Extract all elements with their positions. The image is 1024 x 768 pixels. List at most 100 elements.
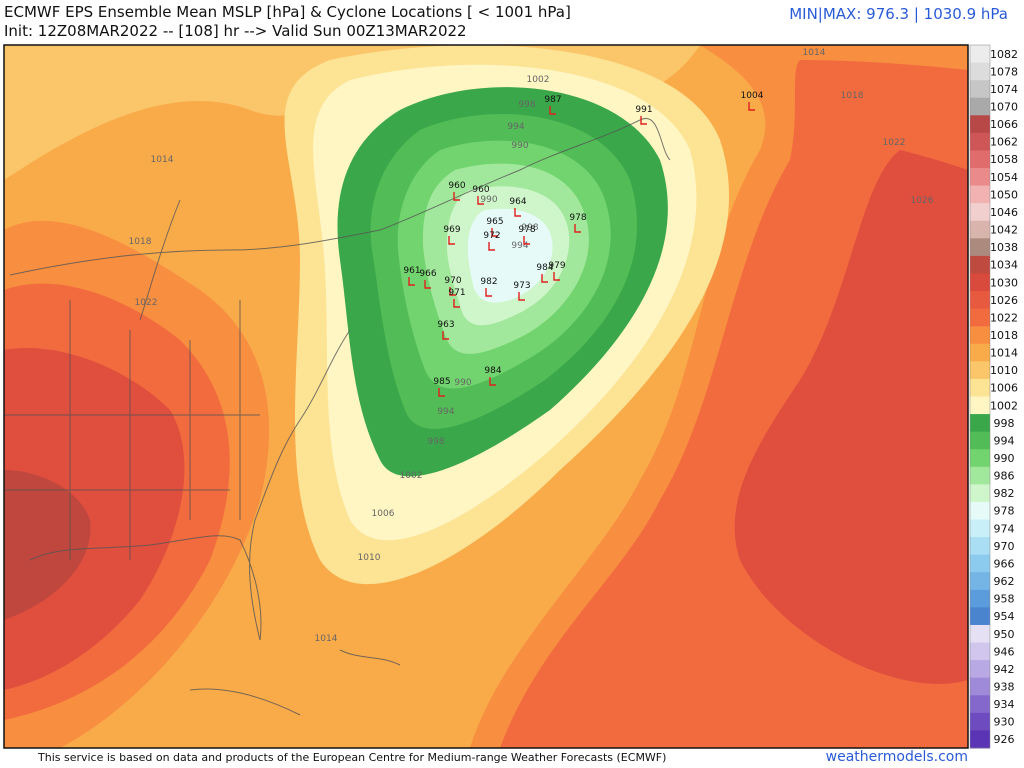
colorbar-label: 966 xyxy=(994,557,1015,570)
contour-label: 1014 xyxy=(151,155,174,165)
colorbar-label: 1066 xyxy=(990,118,1018,131)
colorbar-label: 946 xyxy=(994,645,1015,658)
colorbar-swatch xyxy=(970,730,990,749)
colorbar-frame xyxy=(969,44,991,749)
cyclone-marker xyxy=(485,288,492,297)
colorbar-label: 1006 xyxy=(990,382,1018,395)
colorbar-label: 930 xyxy=(994,716,1015,729)
cyclone-pressure: 978 xyxy=(518,225,535,235)
colorbar-swatch xyxy=(970,449,990,468)
contour-label: 998 xyxy=(518,100,535,110)
colorbar-swatch xyxy=(970,97,990,116)
colorbar-swatch xyxy=(970,431,990,450)
cyclone-pressure: 985 xyxy=(433,377,450,387)
cyclone-marker xyxy=(553,272,560,281)
cyclone-pressure: 982 xyxy=(480,277,497,287)
colorbar-label: 1034 xyxy=(990,259,1018,272)
colorbar-swatch xyxy=(970,308,990,327)
cyclone-marker xyxy=(640,116,647,125)
contour-label: 1014 xyxy=(803,48,826,58)
colorbar-swatch xyxy=(970,589,990,608)
colorbar-swatch xyxy=(970,572,990,591)
colorbar-label: 982 xyxy=(994,487,1015,500)
colorbar-swatch xyxy=(970,660,990,679)
contour-label: 1006 xyxy=(372,509,395,519)
colorbar-label: 1058 xyxy=(990,153,1018,166)
cyclone-pressure: 964 xyxy=(509,197,526,207)
colorbar-swatch xyxy=(970,712,990,731)
colorbar-label: 1082 xyxy=(990,48,1018,61)
cyclone-marker xyxy=(748,102,755,111)
colorbar-swatch xyxy=(970,537,990,556)
colorbar-swatch xyxy=(970,484,990,503)
colorbar-label: 1002 xyxy=(990,399,1018,412)
colorbar-label: 998 xyxy=(994,417,1015,430)
colorbar-swatch xyxy=(970,168,990,187)
cyclone-pressure: 973 xyxy=(513,281,530,291)
cyclone-marker xyxy=(541,274,548,283)
contour-label: 998 xyxy=(521,223,538,233)
colorbar-label: 1010 xyxy=(990,364,1018,377)
colorbar-swatch xyxy=(970,150,990,169)
cyclone-marker xyxy=(477,196,484,205)
cyclone-marker xyxy=(489,377,496,386)
cyclone-pressure: 1004 xyxy=(741,91,764,101)
colorbar-swatch xyxy=(970,220,990,239)
colorbar-swatch xyxy=(970,466,990,485)
contour-label: 994 xyxy=(437,407,454,417)
colorbar-label: 1042 xyxy=(990,224,1018,237)
colorbar-label: 950 xyxy=(994,628,1015,641)
cyclone-pressure: 960 xyxy=(448,181,465,191)
contour-label: 1022 xyxy=(883,138,906,148)
cyclone-pressure: 969 xyxy=(443,225,460,235)
colorbar-label: 934 xyxy=(994,698,1015,711)
colorbar-label: 970 xyxy=(994,540,1015,553)
colorbar-swatch xyxy=(970,132,990,151)
colorbar-label: 986 xyxy=(994,470,1015,483)
colorbar-swatch xyxy=(970,343,990,362)
colorbar-swatch xyxy=(970,378,990,397)
brand-link[interactable]: weathermodels.com xyxy=(825,749,968,765)
colorbar-swatch xyxy=(970,80,990,99)
colorbar-label: 990 xyxy=(994,452,1015,465)
colorbar-label: 1062 xyxy=(990,136,1018,149)
cyclone-pressure: 971 xyxy=(448,288,465,298)
colorbar-label: 1018 xyxy=(990,329,1018,342)
colorbar-label: 958 xyxy=(994,593,1015,606)
colorbar-label: 1026 xyxy=(990,294,1018,307)
cyclone-pressure: 978 xyxy=(569,213,586,223)
cyclone-marker xyxy=(448,236,455,245)
cyclone-marker xyxy=(491,228,498,237)
colorbar-label: 1050 xyxy=(990,188,1018,201)
colorbar-swatch xyxy=(970,396,990,415)
cyclone-marker xyxy=(574,224,581,233)
colorbar-label: 1014 xyxy=(990,347,1018,360)
colorbar-swatch xyxy=(970,554,990,573)
contour-label: 990 xyxy=(454,378,471,388)
colorbar-swatch xyxy=(970,62,990,81)
colorbar-swatch xyxy=(970,273,990,292)
cyclone-marker xyxy=(549,106,556,115)
colorbar-swatch xyxy=(970,326,990,345)
cyclone-pressure: 965 xyxy=(486,217,503,227)
contour-label: 994 xyxy=(507,122,524,132)
cyclone-marker xyxy=(453,299,460,308)
cyclone-pressure: 963 xyxy=(437,320,454,330)
colorbar-label: 962 xyxy=(994,575,1015,588)
contour-label: 1018 xyxy=(129,237,152,247)
cyclone-marker xyxy=(438,388,445,397)
colorbar-swatch xyxy=(970,291,990,310)
coastlines xyxy=(4,117,671,716)
cyclone-marker xyxy=(518,292,525,301)
colorbar-swatch xyxy=(970,414,990,433)
contour-label: 1002 xyxy=(400,471,423,481)
colorbar-swatch xyxy=(970,185,990,204)
cyclone-marker xyxy=(523,236,530,245)
cyclone-pressure: 960 xyxy=(472,185,489,195)
colorbar-label: 1078 xyxy=(990,65,1018,78)
colorbar-swatch xyxy=(970,255,990,274)
colorbar-swatch xyxy=(970,607,990,626)
colorbar-label: 978 xyxy=(994,505,1015,518)
